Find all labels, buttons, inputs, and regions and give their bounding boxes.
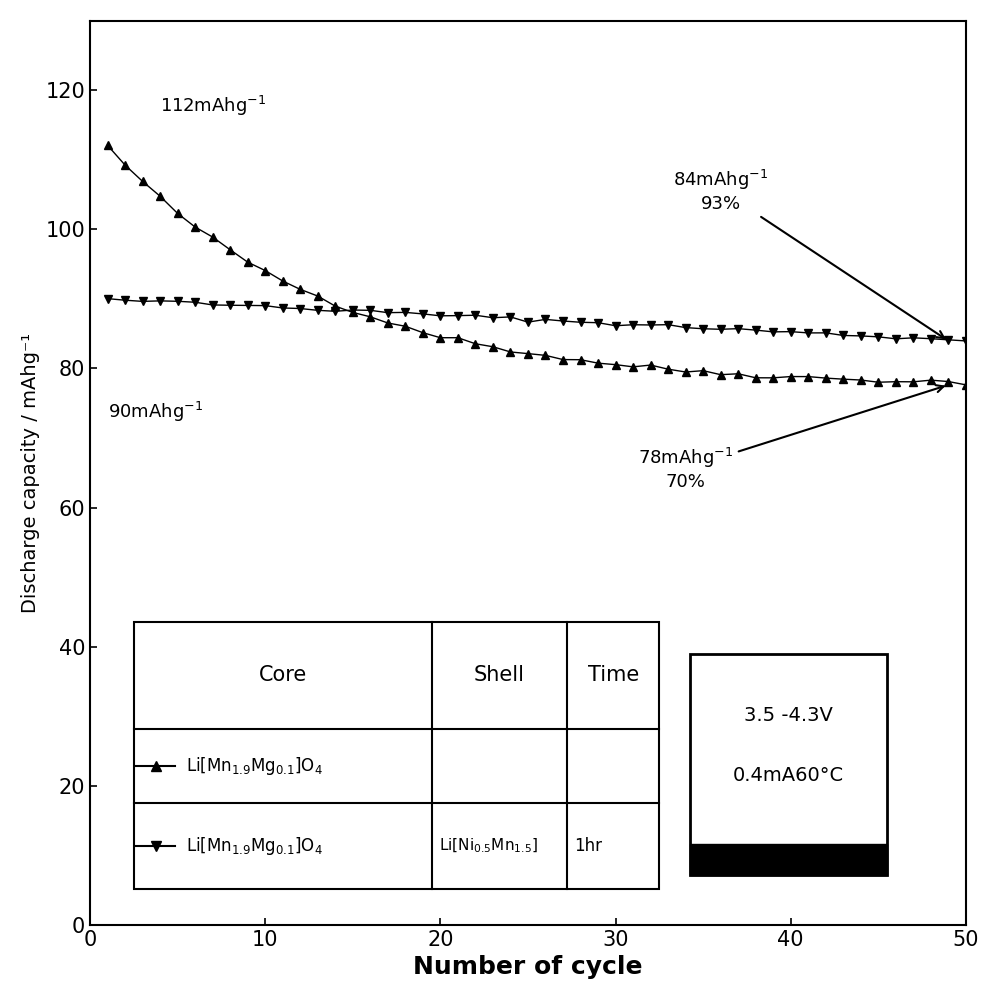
- Text: Li[Mn$_{1.9}$Mg$_{0.1}$]O$_4$: Li[Mn$_{1.9}$Mg$_{0.1}$]O$_4$: [186, 755, 323, 777]
- Text: 3.5 -4.3V: 3.5 -4.3V: [744, 706, 833, 725]
- Text: Core: Core: [259, 665, 307, 685]
- Text: 0.4mA60°C: 0.4mA60°C: [733, 766, 844, 785]
- Text: 90mAhg$^{-1}$: 90mAhg$^{-1}$: [108, 400, 203, 424]
- Text: 78mAhg$^{-1}$
70%: 78mAhg$^{-1}$ 70%: [638, 385, 944, 491]
- Text: 1hr: 1hr: [574, 837, 602, 855]
- Bar: [690, 844, 887, 875]
- Text: Shell: Shell: [474, 665, 525, 685]
- Text: Li[Ni$_{0.5}$Mn$_{1.5}$]: Li[Ni$_{0.5}$Mn$_{1.5}$]: [439, 837, 538, 855]
- Text: 112mAhg$^{-1}$: 112mAhg$^{-1}$: [160, 94, 266, 118]
- Text: 84mAhg$^{-1}$
93%: 84mAhg$^{-1}$ 93%: [673, 168, 944, 338]
- Text: Time: Time: [588, 665, 639, 685]
- Bar: [134, 622, 659, 889]
- X-axis label: Number of cycle: Number of cycle: [413, 955, 643, 979]
- Bar: [690, 654, 887, 875]
- Y-axis label: Discharge capacity / mAhg⁻¹: Discharge capacity / mAhg⁻¹: [21, 333, 40, 613]
- Text: Li[Mn$_{1.9}$Mg$_{0.1}$]O$_4$: Li[Mn$_{1.9}$Mg$_{0.1}$]O$_4$: [186, 835, 323, 857]
